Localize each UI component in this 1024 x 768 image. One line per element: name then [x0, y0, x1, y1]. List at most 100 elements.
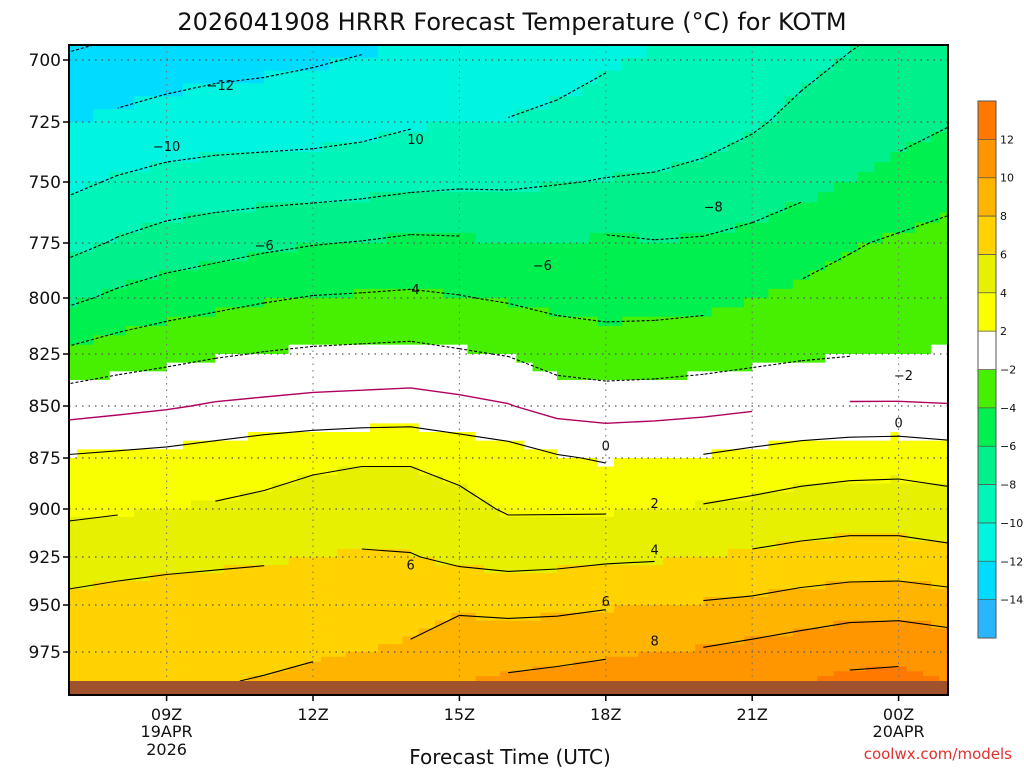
filled-cell [256, 279, 265, 290]
filled-cell [654, 432, 664, 442]
filled-cell [573, 57, 582, 72]
filled-cell [695, 261, 704, 272]
filled-cell [825, 142, 835, 153]
filled-cell [939, 440, 948, 450]
filled-cell [508, 307, 517, 318]
filled-cell [516, 344, 526, 355]
filled-cell [142, 483, 151, 493]
filled-cell [313, 222, 322, 234]
filled-cell [353, 326, 363, 336]
filled-cell [386, 316, 395, 327]
filled-cell [752, 122, 761, 133]
filled-cell [280, 307, 290, 318]
filled-cell [264, 316, 273, 327]
filled-cell [125, 466, 135, 476]
filled-cell [695, 70, 704, 85]
filled-cell [272, 335, 282, 346]
filled-cell [703, 440, 713, 450]
filled-cell [540, 388, 550, 398]
filled-cell [833, 344, 843, 355]
filled-cell [247, 270, 257, 281]
filled-cell [231, 371, 241, 381]
filled-cell [77, 243, 86, 253]
filled-cell [735, 243, 745, 253]
filled-cell [760, 212, 770, 224]
filled-cell [613, 380, 623, 390]
filled-cell [353, 362, 363, 372]
filled-cell [744, 261, 753, 272]
filled-cell [857, 261, 867, 272]
filled-cell [622, 449, 631, 459]
filled-cell [239, 192, 249, 203]
filled-cell [662, 70, 672, 85]
filled-cell [117, 152, 127, 163]
filled-cell [841, 152, 851, 163]
filled-cell [304, 202, 314, 214]
filled-cell [304, 182, 314, 193]
filled-cell [223, 483, 233, 493]
filled-cell [491, 132, 501, 143]
filled-cell [613, 414, 623, 424]
filled-cell [410, 142, 420, 153]
filled-cell [109, 172, 119, 183]
filled-cell [687, 252, 696, 262]
filled-cell [231, 232, 241, 244]
filled-cell [109, 96, 119, 110]
filled-cell [638, 45, 648, 59]
filled-cell [500, 152, 509, 163]
filled-cell [654, 45, 664, 59]
filled-cell [435, 202, 444, 214]
filled-cell [906, 371, 916, 381]
filled-cell [638, 307, 648, 318]
filled-cell [817, 288, 826, 299]
filled-cell [418, 354, 428, 364]
filled-cell [670, 298, 680, 308]
filled-cell [654, 132, 664, 143]
filled-cell [687, 307, 696, 318]
filled-cell [540, 432, 550, 442]
filled-cell [784, 202, 794, 214]
filled-cell [199, 362, 208, 372]
filled-cell [117, 397, 127, 407]
filled-cell [313, 109, 322, 123]
filled-cell [548, 423, 558, 433]
filled-cell [565, 270, 574, 281]
filled-cell [914, 344, 924, 355]
filled-cell [117, 261, 127, 272]
filled-cell [752, 326, 761, 336]
filled-cell [386, 354, 395, 364]
filled-cell [215, 152, 225, 163]
filled-cell [548, 279, 558, 290]
filled-cell [174, 279, 184, 290]
filled-cell [752, 449, 761, 459]
filled-cell [378, 279, 387, 290]
filled-cell [565, 152, 574, 163]
filled-cell [117, 362, 127, 372]
filled-cell [443, 45, 452, 59]
filled-cell [264, 335, 273, 346]
filled-cell [215, 182, 225, 193]
filled-cell [207, 475, 216, 485]
filled-cell [752, 172, 761, 183]
filled-cell [792, 261, 802, 272]
filled-cell [719, 270, 729, 281]
filled-cell [679, 307, 688, 318]
filled-cell [849, 423, 859, 433]
filled-cell [735, 307, 745, 318]
filled-cell [77, 261, 86, 272]
filled-cell [589, 414, 599, 424]
filled-cell [256, 132, 265, 143]
filled-cell [93, 152, 103, 163]
filled-cell [288, 432, 298, 442]
filled-cell [394, 371, 404, 381]
filled-cell [670, 380, 680, 390]
filled-cell [890, 192, 900, 203]
filled-cell [670, 162, 680, 173]
filled-cell [622, 152, 631, 163]
filled-cell [93, 354, 103, 364]
filled-cell [540, 261, 550, 272]
filled-cell [841, 57, 851, 72]
filled-cell [410, 371, 420, 381]
filled-cell [890, 449, 900, 459]
filled-cell [744, 152, 753, 163]
